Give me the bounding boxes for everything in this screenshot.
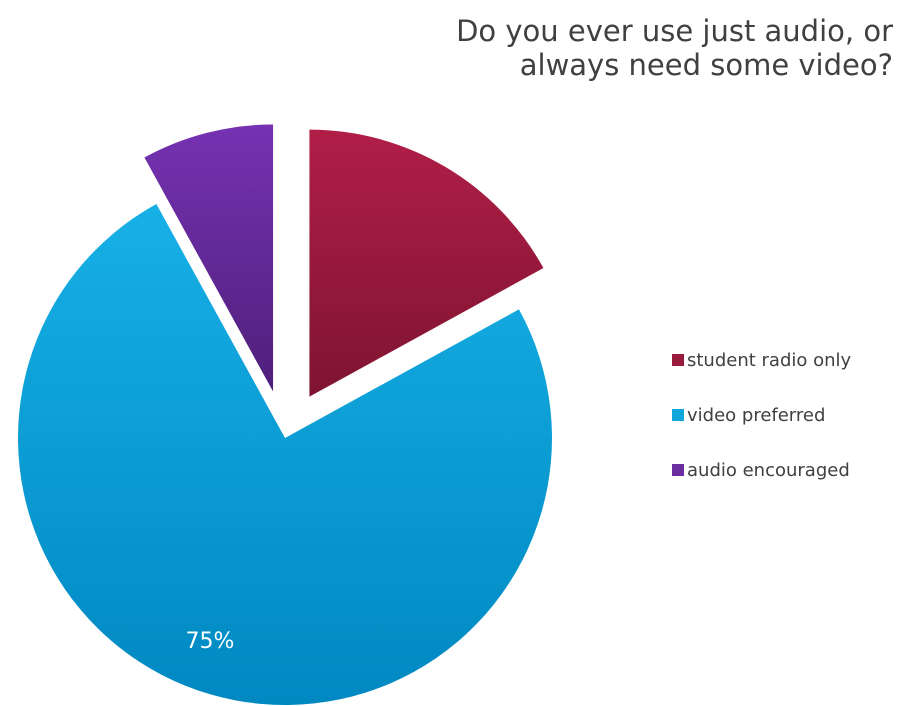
chart-title: Do you ever use just audio, or always ne…: [456, 14, 893, 82]
legend-label: student radio only: [687, 349, 852, 371]
legend-item-audio-encouraged: audio encouraged: [672, 456, 851, 484]
legend-swatch: [672, 409, 684, 421]
legend: student radio only video preferred audio…: [672, 346, 851, 511]
pie-slice-video-preferred: [18, 204, 553, 705]
pie-slice-student-radio-only: [309, 129, 544, 397]
legend-label: video preferred: [687, 404, 826, 426]
legend-item-student-radio-only: student radio only: [672, 346, 851, 374]
pie-slice-audio-encouraged: [144, 124, 274, 392]
data-label-video-preferred: 75%: [186, 629, 235, 654]
legend-swatch: [672, 464, 684, 476]
legend-item-video-preferred: video preferred: [672, 401, 851, 429]
legend-swatch: [672, 354, 684, 366]
data-label-student-radio-only: 17%: [416, 116, 465, 141]
legend-label: audio encouraged: [687, 459, 850, 481]
data-label-audio-encouraged: 8%: [209, 77, 244, 102]
